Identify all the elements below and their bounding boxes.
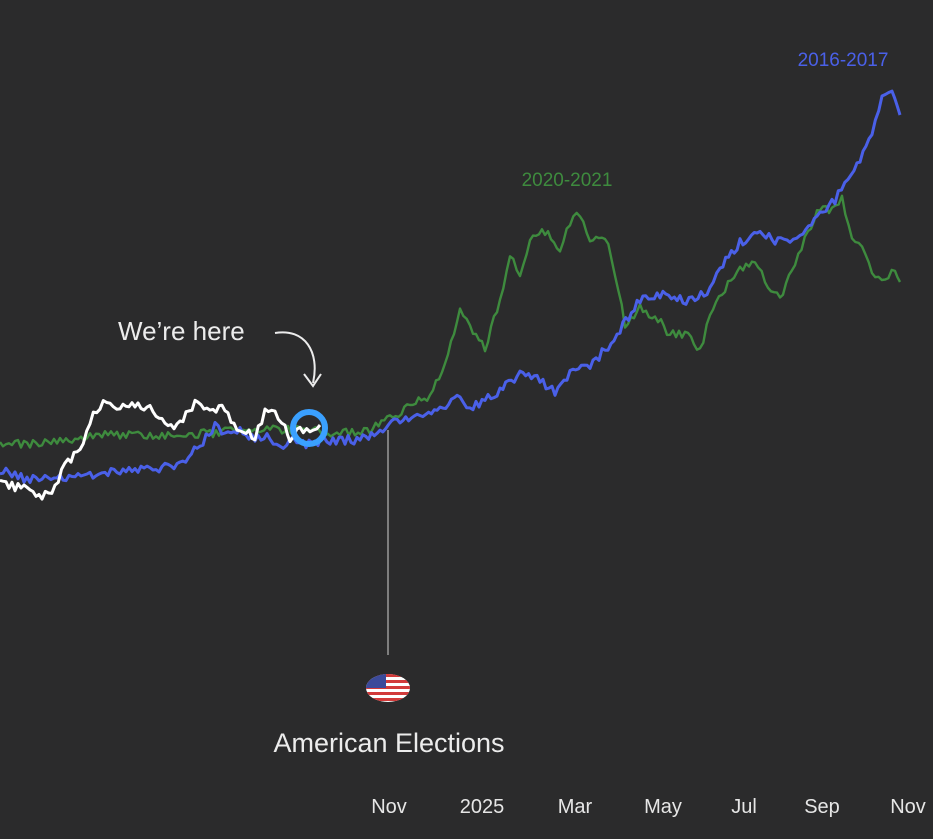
series-layer (0, 89, 902, 501)
arrow-head-icon (303, 373, 322, 388)
x-tick-label: 2025 (460, 796, 505, 818)
series-line-2020-2021 (0, 194, 902, 449)
x-tick-label: Jul (731, 796, 757, 818)
x-tick-label: May (644, 796, 682, 818)
series-line-2016-2017 (0, 89, 902, 484)
x-tick-label: Nov (371, 796, 407, 818)
election-label: American Elections (273, 728, 504, 758)
x-tick-label: Sep (804, 796, 840, 818)
series-label-2016-2017: 2016-2017 (798, 50, 889, 71)
x-tick-label: Nov (890, 796, 926, 818)
x-axis: Nov 2025 Mar May Jul Sep Nov (371, 796, 926, 818)
x-tick-label: Mar (558, 796, 593, 818)
series-line-current (0, 398, 322, 501)
current-position-marker (290, 409, 328, 447)
us-flag-icon (366, 674, 410, 702)
curved-arrow-icon (274, 331, 316, 384)
series-label-2020-2021: 2020-2021 (522, 170, 613, 191)
were-here-label: We’re here (118, 316, 245, 346)
